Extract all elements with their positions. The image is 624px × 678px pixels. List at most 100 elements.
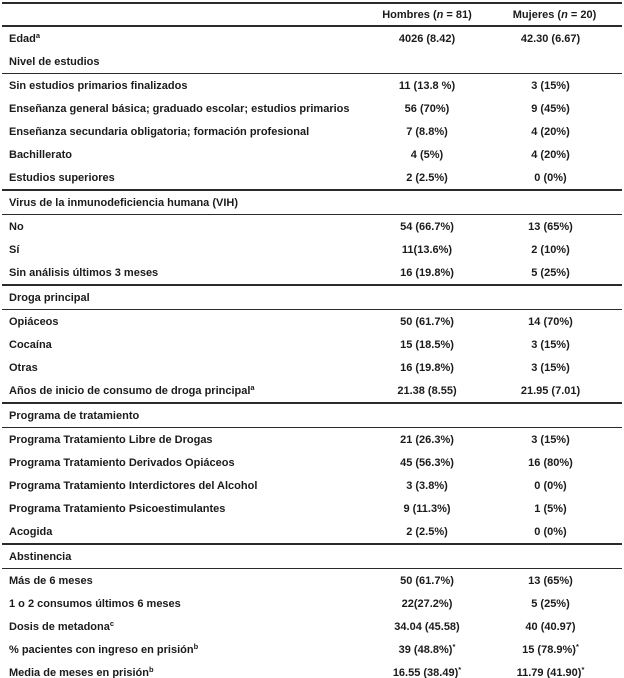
row-label: No (9, 221, 24, 233)
row-label-cell: Acogida (2, 520, 367, 544)
hombres-value: 54 (66.7%) (400, 221, 454, 233)
section-row: Abstinencia (2, 543, 622, 569)
row-label-footnote: b (149, 665, 154, 674)
mujeres-value: 13 (65%) (528, 575, 573, 587)
hombres-value-cell: 16.55 (38.49)* (367, 661, 487, 678)
hombres-value: 50 (61.7%) (400, 575, 454, 587)
table-row: Enseñanza general básica; graduado escol… (2, 97, 622, 120)
hombres-value-cell: 39 (48.8%)* (367, 638, 487, 661)
mujeres-value-cell: 16 (80%) (487, 451, 622, 474)
mujeres-value-cell: 14 (70%) (487, 310, 622, 334)
table-row: 1 o 2 consumos últimos 6 meses 22(27.2%)… (2, 592, 622, 615)
mujeres-value: 4 (20%) (531, 126, 570, 138)
row-label: Enseñanza general básica; graduado escol… (9, 103, 350, 115)
hombres-value: 45 (56.3%) (400, 457, 454, 469)
row-label: Programa Tratamiento Derivados Opiáceos (9, 457, 235, 469)
table-row: Más de 6 meses 50 (61.7%) 13 (65%) (2, 569, 622, 593)
hombres-value: 11 (13.8 %) (398, 80, 456, 92)
hombres-value-cell: 4 (5%) (367, 143, 487, 166)
row-label-cell: Cocaína (2, 333, 367, 356)
table-row: Acogida 2 (2.5%) 0 (0%) (2, 520, 622, 544)
row-label-cell: Sin estudios primarios finalizados (2, 74, 367, 98)
hombres-value-cell: 21.38 (8.55) (367, 379, 487, 403)
mujeres-value: 3 (15%) (531, 434, 570, 446)
hombres-value-cell: 34.04 (45.58) (367, 615, 487, 638)
mujeres-value-cell: 0 (0%) (487, 474, 622, 497)
row-label-cell: Bachillerato (2, 143, 367, 166)
mujeres-value-cell: 9 (45%) (487, 97, 622, 120)
header-hombres: Hombres (n = 81) (367, 3, 487, 27)
row-label-footnote: c (109, 619, 115, 628)
table-row: Programa Tratamiento Interdictores del A… (2, 474, 622, 497)
mujeres-value: 13 (65%) (528, 221, 573, 233)
mujeres-value-cell: 11.79 (41.90)* (487, 661, 622, 678)
mujeres-value-cell: 3 (15%) (487, 356, 622, 379)
row-label-cell: Enseñanza secundaria obligatoria; formac… (2, 120, 367, 143)
row-label-cell: Programa Tratamiento Interdictores del A… (2, 474, 367, 497)
table-row: Opiáceos 50 (61.7%) 14 (70%) (2, 310, 622, 334)
table-row: % pacientes con ingreso en prisiónb 39 (… (2, 638, 622, 661)
mujeres-value: 0 (0%) (534, 480, 567, 492)
row-label-cell: % pacientes con ingreso en prisiónb (2, 638, 367, 661)
hombres-significance-mark: * (452, 642, 456, 651)
mujeres-value-cell: 0 (0%) (487, 520, 622, 544)
row-label-footnote: a (250, 383, 255, 392)
mujeres-value: 1 (5%) (534, 503, 567, 515)
hombres-value-cell: 9 (11.3%) (367, 497, 487, 520)
section-row: Virus de la inmunodeficiencia humana (VI… (2, 189, 622, 215)
hombres-value: 22(27.2%) (401, 598, 453, 610)
row-label: Años de inicio de consumo de droga princ… (9, 385, 251, 397)
row-label-cell: Edada (2, 26, 367, 50)
row-label-cell: Media de meses en prisiónb (2, 661, 367, 678)
mujeres-value-cell: 1 (5%) (487, 497, 622, 520)
hombres-value-cell: 7 (8.8%) (367, 120, 487, 143)
mujeres-value: 3 (15%) (531, 80, 570, 92)
row-label: Más de 6 meses (9, 575, 93, 587)
row-label: Enseñanza secundaria obligatoria; formac… (9, 126, 310, 138)
table-row: Sin estudios primarios finalizados 11 (1… (2, 74, 622, 98)
mujeres-value-cell: 0 (0%) (487, 166, 622, 190)
table-row: Bachillerato 4 (5%) 4 (20%) (2, 143, 622, 166)
hombres-value-cell: 11(13.6%) (367, 238, 487, 261)
mujeres-value: 15 (78.9%) (522, 644, 576, 656)
mujeres-value-cell: 21.95 (7.01) (487, 379, 622, 403)
hombres-value: 9 (11.3%) (403, 503, 451, 515)
hombres-value: 16 (19.8%) (400, 362, 454, 374)
hombres-value: 16.55 (38.49) (392, 667, 459, 678)
table-header: Hombres (n = 81) Mujeres (n = 20) (2, 3, 622, 27)
row-label-cell: Programa Tratamiento Libre de Drogas (2, 428, 367, 452)
row-label: Sin estudios primarios finalizados (9, 80, 188, 92)
mujeres-value: 40 (40.97) (525, 621, 576, 633)
row-label: Programa Tratamiento Interdictores del A… (9, 480, 258, 492)
row-label: Estudios superiores (9, 172, 115, 184)
header-hombres-n: n (436, 9, 444, 21)
header-mujeres: Mujeres (n = 20) (487, 3, 622, 27)
mujeres-value-cell: 2 (10%) (487, 238, 622, 261)
mujeres-value: 3 (15%) (531, 362, 570, 374)
hombres-value: 16 (19.8%) (400, 267, 454, 279)
mujeres-value: 5 (25%) (531, 267, 570, 279)
hombres-value: 21.38 (8.55) (397, 385, 457, 397)
hombres-value-cell: 16 (19.8%) (367, 261, 487, 285)
hombres-value-cell: 4026 (8.42) (367, 26, 487, 50)
section-row: Programa de tratamiento (2, 402, 622, 428)
row-label: Opiáceos (9, 316, 59, 328)
hombres-significance-mark: * (458, 665, 462, 674)
hombres-value-cell: 50 (61.7%) (367, 310, 487, 334)
hombres-value-cell: 45 (56.3%) (367, 451, 487, 474)
header-hombres-post: = 81) (443, 9, 472, 21)
table-row: Años de inicio de consumo de droga princ… (2, 379, 622, 403)
hombres-value-cell: 3 (3.8%) (367, 474, 487, 497)
hombres-value: 2 (2.5%) (406, 526, 448, 538)
mujeres-value: 14 (70%) (528, 316, 573, 328)
header-row: Hombres (n = 81) Mujeres (n = 20) (2, 3, 622, 27)
mujeres-value: 16 (80%) (528, 457, 573, 469)
table-row: Enseñanza secundaria obligatoria; formac… (2, 120, 622, 143)
row-label: Sí (9, 244, 20, 256)
row-label: % pacientes con ingreso en prisión (9, 644, 194, 656)
mujeres-value: 5 (25%) (531, 598, 570, 610)
row-label-footnote: a (35, 31, 41, 40)
mujeres-value-cell: 3 (15%) (487, 333, 622, 356)
mujeres-value: 4 (20%) (531, 149, 570, 161)
